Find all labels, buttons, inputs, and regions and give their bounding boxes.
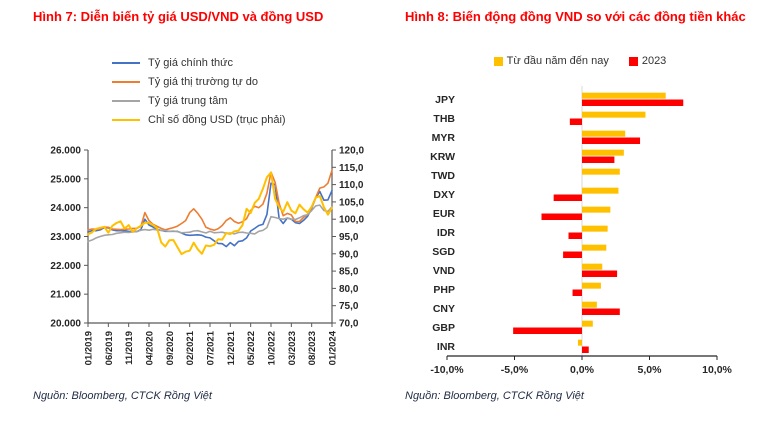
- svg-text:GBP: GBP: [432, 322, 455, 334]
- svg-text:85,0: 85,0: [339, 267, 359, 278]
- svg-text:THB: THB: [433, 113, 455, 125]
- svg-text:0,0%: 0,0%: [570, 364, 595, 376]
- svg-text:JPY: JPY: [435, 94, 455, 106]
- figure8-legend-item-1: 2023: [628, 55, 667, 67]
- svg-text:75,0: 75,0: [339, 301, 359, 312]
- figure7-line-chart: 20.000 21.000 22.000 23.000 24.000 25.000 26.0…: [50, 146, 364, 366]
- svg-text:23.000: 23.000: [50, 232, 81, 243]
- svg-text:PHP: PHP: [433, 284, 455, 296]
- figure7-legend: Tỷ giá chính thức Tỷ giá thị trường tự do…: [112, 57, 286, 126]
- svg-text:CNY: CNY: [433, 303, 455, 315]
- svg-text:INR: INR: [437, 341, 456, 353]
- svg-text:10,0%: 10,0%: [702, 364, 732, 376]
- figure8-title: Hình 8: Biến động đồng VND so với các đồ…: [405, 9, 746, 24]
- svg-text:80,0: 80,0: [339, 284, 359, 295]
- svg-text:11/2019: 11/2019: [124, 331, 135, 365]
- svg-text:90,0: 90,0: [339, 249, 359, 260]
- figure7-legend-item-3: Chỉ số đồng USD (trục phải): [112, 114, 286, 126]
- svg-text:115,0: 115,0: [339, 163, 364, 174]
- legend-label: Tỷ giá trung tâm: [148, 95, 228, 107]
- legend-label: Tỷ giá thị trường tự do: [148, 76, 258, 88]
- legend-label: Tỷ giá chính thức: [148, 57, 234, 69]
- svg-text:100,0: 100,0: [339, 215, 364, 226]
- svg-text:-10,0%: -10,0%: [430, 364, 464, 376]
- legend-label: Từ đầu năm đến nay: [506, 55, 609, 67]
- svg-text:105,0: 105,0: [339, 197, 364, 208]
- svg-text:110,0: 110,0: [339, 180, 364, 191]
- svg-text:TWD: TWD: [431, 170, 455, 182]
- svg-text:03/2023: 03/2023: [287, 331, 298, 365]
- figure8-source: Nguồn: Bloomberg, CTCK Rồng Việt: [405, 390, 584, 402]
- svg-text:DXY: DXY: [433, 189, 455, 201]
- svg-text:04/2020: 04/2020: [145, 331, 156, 365]
- svg-text:12/2021: 12/2021: [226, 330, 237, 365]
- svg-text:EUR: EUR: [433, 208, 456, 220]
- figure8-bar-chart: JPY THB MYR KRW TWD DXY EUR IDR SGD VND PHP CNY GBP I…: [430, 86, 733, 376]
- svg-text:21.000: 21.000: [50, 290, 81, 301]
- figure8-legend-item-0: Từ đầu năm đến nay: [493, 55, 609, 67]
- svg-text:SGD: SGD: [432, 246, 455, 258]
- svg-text:IDR: IDR: [437, 227, 456, 239]
- svg-text:01/2024: 01/2024: [328, 330, 339, 365]
- legend-line-swatch-icon: [112, 119, 140, 121]
- legend-square-swatch-icon: [628, 56, 638, 66]
- svg-text:06/2019: 06/2019: [104, 331, 115, 365]
- figure7-source: Nguồn: Bloomberg, CTCK Rồng Việt: [33, 390, 212, 402]
- svg-text:10/2022: 10/2022: [267, 331, 278, 365]
- figure7-title: Hình 7: Diễn biến tỷ giá USD/VND và đồng…: [33, 9, 324, 24]
- legend-square-swatch-icon: [493, 56, 503, 66]
- svg-text:08/2023: 08/2023: [307, 331, 318, 365]
- svg-text:01/2019: 01/2019: [84, 331, 95, 365]
- svg-text:20.000: 20.000: [50, 319, 81, 330]
- legend-line-swatch-icon: [112, 62, 140, 64]
- svg-text:02/2021: 02/2021: [185, 330, 196, 365]
- svg-text:07/2021: 07/2021: [206, 330, 217, 365]
- svg-text:VND: VND: [433, 265, 456, 277]
- svg-text:MYR: MYR: [432, 132, 456, 144]
- svg-text:120,0: 120,0: [339, 146, 364, 157]
- svg-text:09/2020: 09/2020: [165, 331, 176, 365]
- svg-text:22.000: 22.000: [50, 261, 81, 272]
- svg-text:26.000: 26.000: [50, 146, 81, 157]
- svg-text:95,0: 95,0: [339, 232, 359, 243]
- figure7-legend-item-0: Tỷ giá chính thức: [112, 57, 286, 69]
- svg-text:-5,0%: -5,0%: [501, 364, 529, 376]
- legend-line-swatch-icon: [112, 100, 140, 102]
- legend-label: Chỉ số đồng USD (trục phải): [148, 114, 286, 126]
- svg-text:05/2022: 05/2022: [246, 331, 257, 365]
- svg-text:70,0: 70,0: [339, 319, 359, 330]
- legend-label: 2023: [641, 55, 667, 67]
- legend-line-swatch-icon: [112, 81, 140, 83]
- svg-text:25.000: 25.000: [50, 174, 81, 185]
- svg-text:5,0%: 5,0%: [638, 364, 663, 376]
- svg-text:KRW: KRW: [430, 151, 455, 163]
- svg-text:24.000: 24.000: [50, 203, 81, 214]
- figure7-legend-item-2: Tỷ giá trung tâm: [112, 95, 286, 107]
- figure8-legend: Từ đầu năm đến nay 2023: [420, 55, 740, 67]
- figure7-legend-item-1: Tỷ giá thị trường tự do: [112, 76, 286, 88]
